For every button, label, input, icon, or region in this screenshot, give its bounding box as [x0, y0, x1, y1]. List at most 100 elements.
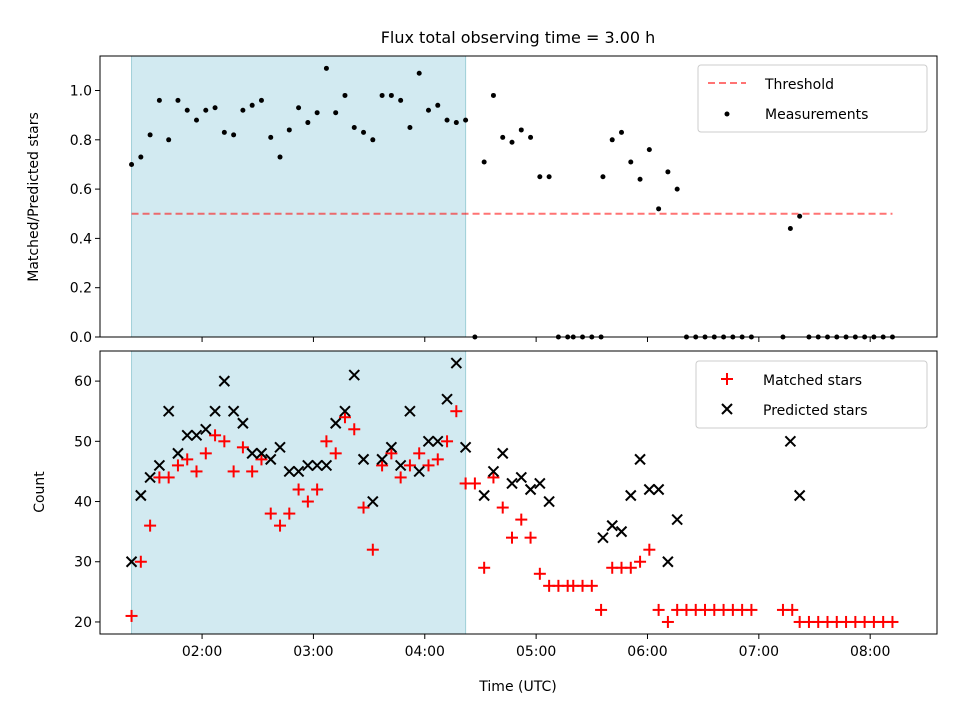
predicted-star-point	[135, 489, 147, 502]
matched-star-point	[218, 435, 231, 448]
measurement-point	[453, 120, 459, 126]
matched-star-point	[357, 501, 370, 514]
measurement-point	[184, 107, 190, 113]
matched-star-point	[246, 465, 259, 478]
measurement-point	[379, 92, 385, 98]
predicted-star-point	[302, 459, 314, 472]
measurement-point	[333, 110, 339, 116]
predicted-star-point	[218, 375, 231, 387]
matched-star-point	[209, 429, 222, 442]
matched-star-point	[643, 543, 656, 556]
predicted-star-point	[339, 405, 351, 417]
matched-star-point	[199, 447, 212, 460]
legend-matched-label: Matched stars	[763, 373, 862, 389]
matched-star-point	[585, 579, 598, 592]
legend-measurements-swatch	[724, 111, 730, 117]
y-tick-label: 20	[74, 615, 92, 631]
predicted-star-point	[524, 483, 537, 496]
measurement-point	[628, 159, 634, 165]
measurement-point	[500, 134, 506, 140]
matched-star-point	[320, 435, 333, 448]
measurement-point	[323, 65, 329, 71]
predicted-star-point	[265, 453, 277, 466]
predicted-star-point	[652, 483, 665, 496]
measurement-point	[416, 70, 422, 76]
x-tick-label: 05:00	[516, 644, 556, 660]
x-tick-label: 02:00	[182, 644, 222, 660]
matched-star-point	[394, 471, 407, 484]
predicted-star-point	[181, 429, 193, 442]
legend-predicted-label: Predicted stars	[763, 403, 868, 419]
matched-star-point	[274, 519, 287, 532]
bottom-x-axis-label: Time (UTC)	[478, 679, 556, 695]
y-tick-label: 0.6	[70, 182, 92, 198]
measurement-point	[665, 169, 671, 175]
measurement-point	[296, 105, 302, 111]
measurement-point	[425, 107, 431, 113]
measurement-point	[518, 127, 524, 133]
predicted-star-point	[394, 459, 407, 472]
measurement-point	[674, 186, 680, 192]
predicted-star-point	[125, 556, 138, 568]
top-shaded-region	[131, 55, 467, 338]
matched-star-point	[595, 603, 608, 616]
top-y-axis-label: Matched/Predicted stars	[26, 112, 42, 282]
top-legend-box	[697, 64, 928, 133]
y-tick-label: 0.8	[70, 133, 92, 149]
matched-star-point	[661, 615, 674, 628]
top-axes-frame	[99, 55, 938, 338]
predicted-star-point	[172, 447, 184, 460]
measurement-point	[528, 134, 534, 140]
predicted-star-point	[162, 405, 175, 417]
legend-predicted-swatch	[721, 403, 733, 415]
matched-star-point	[366, 543, 379, 556]
measurement-point	[435, 102, 441, 108]
measurement-point	[370, 137, 376, 143]
matched-star-point	[478, 561, 491, 574]
predicted-star-point	[292, 465, 305, 478]
matched-star-point	[338, 411, 351, 424]
matched-star-point	[162, 471, 175, 484]
bottom-x-ticks: 02:00 03:00 04:00 05:00 06:00 07:00 08:00	[182, 634, 890, 660]
predicted-star-point	[357, 453, 370, 466]
measurement-point	[509, 139, 515, 145]
measurement-point	[175, 97, 181, 103]
y-tick-label: 30	[74, 555, 92, 571]
predicted-star-point	[200, 423, 212, 435]
matched-star-point	[487, 471, 500, 484]
top-panel: Flux total observing time = 3.00 h 0.00.…	[26, 28, 938, 346]
bottom-legend: Matched stars Predicted stars	[695, 360, 928, 429]
measurement-point	[787, 226, 793, 232]
x-tick-label: 08:00	[850, 644, 890, 660]
y-tick-label: 50	[74, 434, 92, 450]
bottom-y-ticks: 20 30 40 50 60	[74, 374, 100, 631]
predicted-star-point	[615, 525, 628, 538]
matched-star-point	[431, 453, 444, 466]
matched-star-point	[403, 459, 416, 472]
measurement-point	[609, 137, 615, 143]
matched-star-point	[236, 441, 249, 454]
measurement-point	[619, 129, 625, 135]
matched-star-point	[181, 453, 194, 466]
matched-star-point	[301, 495, 314, 508]
matched-star-point	[634, 555, 647, 568]
measurement-point	[258, 97, 264, 103]
predicted-star-point	[597, 531, 609, 544]
matched-star-point	[745, 603, 758, 616]
measurement-point	[388, 92, 394, 98]
measurement-point	[637, 176, 643, 182]
predicted-star-point	[404, 405, 416, 417]
predicted-star-point	[634, 453, 646, 466]
matched-star-point	[385, 447, 398, 460]
measurement-point	[166, 137, 172, 143]
predicted-star-point	[367, 495, 379, 508]
y-tick-label: 0.0	[70, 330, 92, 346]
bottom-axes-frame	[99, 350, 938, 635]
predicted-star-point	[441, 393, 453, 405]
matched-star-point	[450, 405, 463, 418]
matched-star-point	[255, 453, 268, 466]
bottom-legend-box	[695, 360, 928, 429]
predicted-star-point	[422, 435, 435, 448]
matched-star-point	[329, 447, 342, 460]
bottom-y-axis-label: Count	[32, 471, 48, 513]
